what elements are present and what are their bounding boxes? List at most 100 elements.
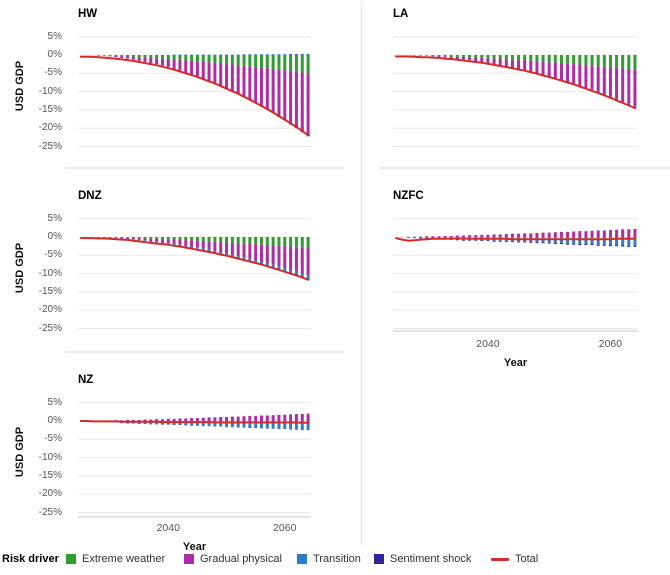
bar-segment: [602, 66, 606, 95]
panel-nzfc: NZFC: [393, 188, 638, 358]
bar-segment: [236, 237, 240, 244]
bar-segment: [289, 422, 293, 430]
bar-segment: [114, 237, 118, 238]
bar-segment: [306, 73, 310, 134]
bar-segment: [455, 235, 459, 237]
bar-segment: [248, 243, 252, 259]
bar-segment: [621, 239, 625, 246]
bar-segment: [265, 237, 269, 246]
bar-segment: [596, 66, 600, 92]
bar-segment: [149, 241, 153, 243]
bar-segment: [114, 56, 118, 58]
bar-segment: [213, 421, 217, 422]
bar-segment: [254, 422, 258, 428]
bar-segment: [596, 238, 600, 245]
bar-segment: [633, 106, 637, 107]
bar-segment: [504, 55, 508, 60]
bar-segment: [259, 244, 263, 262]
bar-segment: [265, 245, 269, 263]
bar-segment: [492, 234, 496, 237]
bar-segment: [131, 55, 135, 57]
bar-segment: [449, 55, 453, 57]
bar-segment: [184, 237, 188, 241]
bar-segment: [178, 55, 182, 60]
bar-segment: [236, 256, 240, 259]
bar-segment: [114, 55, 118, 57]
bar-segment: [578, 231, 582, 237]
bar-segment: [283, 237, 287, 247]
bar-segment: [259, 54, 263, 55]
bar-segment: [578, 238, 582, 244]
bar-segment: [236, 243, 240, 257]
bar-segment: [572, 243, 576, 245]
bar-segment: [541, 61, 545, 75]
y-tick-label: 5%: [47, 396, 62, 408]
bar-segment: [449, 56, 453, 59]
bar-segment: [195, 421, 199, 426]
bar-segment: [306, 53, 310, 55]
legend-item-total: Total: [491, 551, 538, 567]
bar-segment: [602, 55, 606, 67]
bar-segment: [126, 56, 130, 59]
panel-nz: NZ: [78, 372, 311, 542]
bar-segment: [492, 58, 496, 65]
bar-segment: [184, 60, 188, 73]
bar-segment: [277, 422, 281, 429]
bar-segment: [201, 61, 205, 79]
bar-segment: [219, 252, 223, 254]
bar-segment: [627, 245, 631, 247]
bar-segment: [190, 240, 194, 247]
bar-segment: [190, 418, 194, 421]
bar-segment: [541, 237, 545, 239]
bar-segment: [242, 416, 246, 421]
bar-segment: [271, 264, 275, 268]
bar-segment: [510, 55, 514, 60]
bar-segment: [529, 55, 533, 61]
bar-segment: [602, 237, 606, 239]
bar-segment: [230, 416, 234, 421]
bar-segment: [230, 242, 234, 255]
bar-segment: [178, 244, 182, 247]
bar-segment: [190, 237, 194, 241]
bar-segment: [425, 236, 429, 237]
bar-segment: [294, 237, 298, 248]
bar-segment: [271, 237, 275, 246]
y-tick-label: -20%: [38, 122, 62, 134]
bar-segment: [149, 57, 153, 64]
bar-segment: [248, 258, 252, 262]
legend-item-sentiment-shock: Sentiment shock: [374, 551, 471, 567]
panel-dnz: DNZ: [65, 188, 344, 358]
bar-segment: [236, 65, 240, 94]
bar-segment: [283, 55, 287, 71]
bar-segment: [608, 245, 612, 247]
bar-segment: [126, 55, 130, 57]
bar-segment: [553, 238, 557, 243]
bar-segment: [572, 231, 576, 237]
sentiment-shock-swatch-icon: [374, 554, 384, 564]
bar-segment: [492, 237, 496, 238]
bar-segment: [584, 237, 588, 239]
bar-segment: [172, 59, 176, 69]
bar-segment: [590, 238, 594, 244]
y-tick-label: -5%: [44, 249, 62, 261]
bar-segment: [289, 55, 293, 72]
panel-title-la: LA: [393, 8, 409, 20]
bar-segment: [166, 59, 170, 68]
bar-segment: [431, 55, 435, 56]
bar-segment: [254, 260, 258, 263]
bar-segment: [277, 245, 281, 267]
y-tick-label: -5%: [44, 433, 62, 445]
bar-segment: [578, 55, 582, 65]
bar-segment: [608, 230, 612, 237]
bar-segment: [306, 247, 310, 276]
bar-segment: [294, 414, 298, 421]
bar-segment: [468, 235, 472, 237]
bar-segment: [225, 416, 229, 421]
bar-segment: [553, 242, 557, 244]
total-line-swatch-icon: [491, 557, 509, 561]
y-axis-title: USD GDP: [14, 242, 26, 294]
bar-segment: [566, 243, 570, 245]
bar-segment: [155, 419, 159, 421]
bar-segment: [294, 247, 298, 272]
x-tick-label: 2040: [476, 338, 500, 350]
